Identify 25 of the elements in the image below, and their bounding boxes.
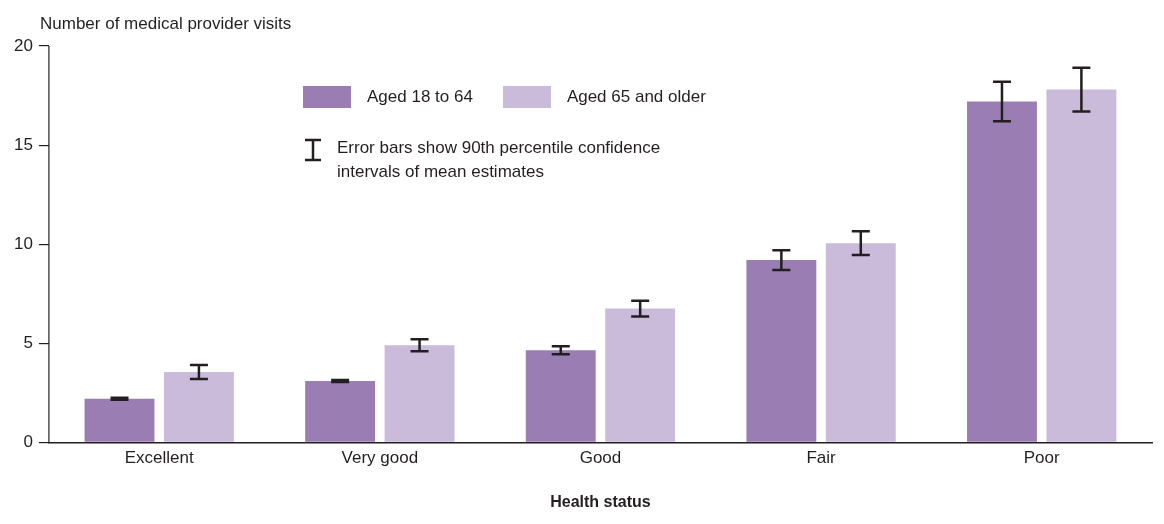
y-tick-label: 15: [13, 134, 33, 154]
y-tick-label: 5: [23, 332, 33, 352]
x-tick-label: Good: [579, 448, 622, 468]
x-tick-label: Poor: [1023, 448, 1060, 468]
legend-label: Aged 18 to 64: [367, 87, 473, 107]
y-tick-label: 0: [23, 432, 33, 452]
x-tick-label: Excellent: [124, 448, 194, 468]
legend-label: Aged 65 and older: [566, 87, 706, 107]
bar: [1046, 89, 1117, 442]
y-tick-label: 20: [13, 35, 33, 55]
y-axis-title: Number of medical provider visits: [40, 14, 292, 34]
bar: [305, 380, 376, 442]
y-tick-label: 10: [13, 233, 33, 253]
x-axis-title: Health status: [550, 492, 651, 510]
bar: [825, 243, 896, 442]
bar: [84, 398, 155, 442]
bar: [967, 101, 1037, 442]
bar: [605, 308, 676, 442]
bar: [525, 350, 596, 442]
bar: [384, 345, 455, 442]
bar: [746, 260, 817, 442]
bar: [163, 372, 234, 442]
x-tick-label: Fair: [806, 448, 837, 468]
x-tick-label: Very good: [341, 448, 419, 468]
annotation: Error bars show 90th percentile confidence intervals of mean estimates: [337, 137, 662, 183]
